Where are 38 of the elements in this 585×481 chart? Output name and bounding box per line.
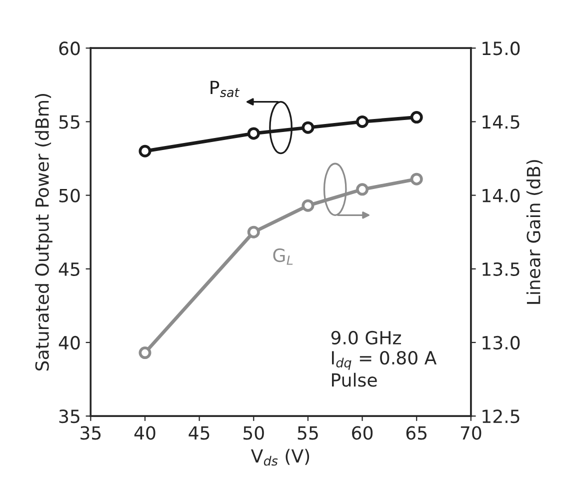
- series-label: P$_{sat}$: [210, 80, 240, 98]
- y2-tick-label: 13.0: [482, 336, 520, 350]
- x-tick-label: 45: [188, 426, 210, 440]
- point: [247, 226, 260, 238]
- annotation: I$_{dq}$ = 0.80 A: [332, 350, 437, 370]
- point: [410, 172, 423, 186]
- y2-axis-title: Linear Gain (dB): [526, 160, 543, 304]
- point: [138, 346, 152, 360]
- point: [302, 199, 314, 212]
- point: [302, 121, 314, 134]
- y-axis-title: Saturated Output Power (dBm): [34, 94, 52, 371]
- y-tick-label: 40: [58, 336, 80, 350]
- y-tick-label: 35: [59, 410, 80, 424]
- x-tick-label: 60: [352, 426, 373, 440]
- x-tick-label: 65: [406, 426, 427, 440]
- annotation: Pulse: [332, 372, 377, 387]
- point: [356, 115, 369, 128]
- x-tick-label: 50: [244, 426, 264, 440]
- point: [138, 144, 152, 158]
- y-tick-label: 60: [59, 42, 80, 56]
- point: [410, 111, 423, 124]
- x-tick-label: 40: [134, 426, 156, 440]
- y2-tick-label: 14.0: [482, 188, 520, 202]
- y-tick-label: 45: [58, 262, 80, 276]
- y2-tick-label: 14.5: [482, 115, 520, 129]
- series-label: G$_{L}$: [273, 248, 293, 265]
- y-tick-label: 50: [59, 188, 80, 202]
- point: [356, 183, 369, 196]
- x-axis-title: V$_{ds}$ (V): [250, 448, 310, 466]
- y2-tick-label: 13.5: [482, 262, 520, 276]
- y2-tick-label: 15.0: [482, 42, 520, 56]
- y2-tick-label: 12.5: [482, 410, 520, 424]
- y-tick-label: 55: [59, 115, 80, 129]
- x-tick-label: 55: [298, 426, 318, 440]
- x-tick-label: 70: [460, 426, 482, 440]
- annotation: 9.0 GHz: [331, 330, 401, 345]
- x-tick-label: 35: [80, 426, 101, 440]
- point: [247, 127, 260, 140]
